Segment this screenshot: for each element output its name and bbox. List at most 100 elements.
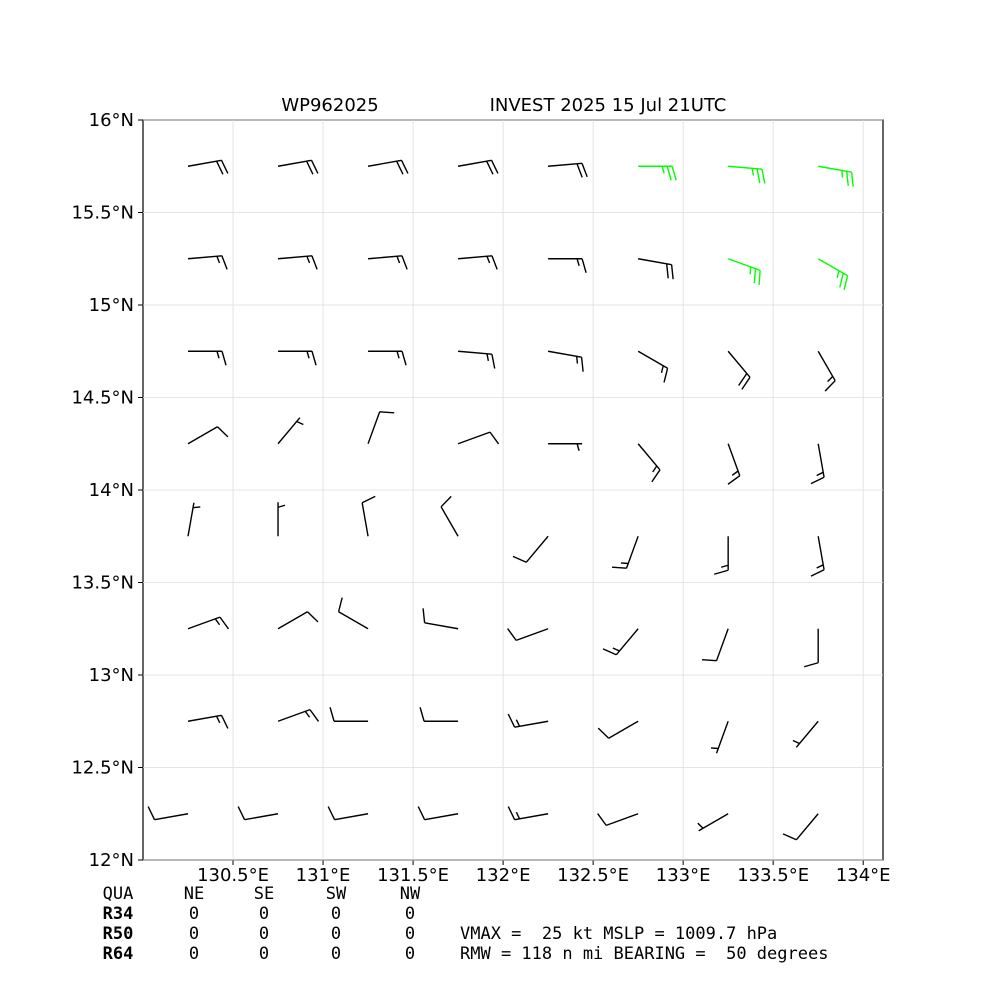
- wind-barb: [611, 536, 639, 569]
- wind-barb: [147, 806, 189, 821]
- table-cell: 0: [259, 924, 269, 944]
- table-cell: R64: [103, 944, 134, 964]
- wind-barb: [728, 165, 766, 184]
- wind-barb: [727, 443, 741, 485]
- info-line: VMAX = 25 kt MSLP = 1009.7 hPa: [460, 924, 777, 944]
- wind-barb: [187, 159, 229, 175]
- wind-barb: [817, 350, 836, 392]
- table-cell: 0: [405, 944, 415, 964]
- table-cell: 0: [331, 904, 341, 924]
- y-tick-label: 14°N: [89, 480, 134, 501]
- wind-barb: [548, 162, 588, 178]
- wind-barb: [277, 611, 319, 630]
- wind-barb: [602, 628, 639, 656]
- title-right: INVEST 2025 15 Jul 21UTC: [490, 95, 727, 116]
- wind-barb: [277, 708, 320, 722]
- table-cell: 0: [189, 924, 199, 944]
- table-header: NE: [184, 884, 204, 904]
- wind-barb: [507, 628, 549, 642]
- table-cell: 0: [189, 944, 199, 964]
- y-tick-label: 14.5°N: [71, 388, 134, 409]
- wind-barb: [507, 713, 549, 728]
- info-line: RMW = 118 n mi BEARING = 50 degrees: [460, 944, 828, 964]
- wind-barb: [237, 806, 279, 821]
- wind-barb: [457, 431, 500, 445]
- wind-barb: [792, 720, 819, 748]
- x-tick-label: 132°E: [476, 865, 531, 886]
- wind-barb: [367, 411, 395, 444]
- wind-barb: [368, 350, 407, 366]
- wind-barb: [512, 535, 549, 563]
- table-header: SE: [254, 884, 274, 904]
- wind-barb: [277, 417, 304, 445]
- wind-barb: [277, 502, 286, 537]
- wind-barb: [638, 258, 674, 280]
- wind-barb: [697, 813, 729, 832]
- wind-barb: [440, 495, 459, 537]
- wind-barb: [727, 350, 751, 390]
- wind-barb: [458, 255, 498, 270]
- x-tick-label: 134°E: [836, 865, 891, 886]
- table-cell: 0: [259, 944, 269, 964]
- wind-barb: [547, 350, 584, 372]
- y-tick-label: 13.5°N: [71, 573, 134, 594]
- wind-barb: [818, 165, 854, 187]
- wind-barb: [327, 806, 369, 821]
- wind-barb: [637, 443, 661, 483]
- wind-barb: [701, 628, 729, 662]
- y-tick-label: 15.5°N: [71, 203, 134, 224]
- x-tick-label: 132.5°E: [557, 865, 629, 886]
- table-cell: 0: [331, 944, 341, 964]
- wind-barb: [782, 813, 819, 841]
- table-cell: R34: [103, 904, 134, 924]
- table-cell: 0: [189, 904, 199, 924]
- wind-barb: [187, 616, 230, 630]
- x-tick-label: 131.5°E: [377, 865, 449, 886]
- table-cell: 0: [259, 904, 269, 924]
- wind-barb: [638, 165, 677, 181]
- x-tick-label: 130.5°E: [197, 865, 269, 886]
- wind-barb: [710, 721, 729, 754]
- wind-barb: [548, 443, 583, 451]
- table-header: SW: [326, 884, 347, 904]
- wind-barb: [417, 806, 459, 821]
- y-tick-label: 13°N: [89, 665, 134, 686]
- table-header: QUA: [103, 884, 134, 904]
- table-cell: R50: [103, 924, 134, 944]
- wind-barb: [548, 258, 587, 273]
- wind-barb: [422, 608, 459, 630]
- wind-barb: [597, 720, 639, 739]
- wind-barb: [457, 159, 499, 175]
- wind-barb: [367, 159, 409, 175]
- wind-barb: [817, 258, 849, 291]
- wind-barb: [367, 255, 408, 270]
- wind-barb: [187, 255, 228, 270]
- x-tick-label: 133°E: [656, 865, 711, 886]
- wind-barb: [803, 628, 819, 668]
- wind-barb: [419, 707, 459, 722]
- wind-barb: [329, 707, 369, 722]
- wind-barb: [597, 813, 639, 827]
- title-left: WP962025: [281, 95, 378, 116]
- x-tick-label: 133.5°E: [737, 865, 809, 886]
- wind-barb: [637, 350, 669, 383]
- table-header: NW: [400, 884, 421, 904]
- wind-barb: [187, 502, 201, 537]
- wind-barb: [278, 350, 317, 366]
- table-cell: 0: [331, 924, 341, 944]
- x-tick-label: 131°E: [296, 865, 351, 886]
- wind-barb: [810, 443, 825, 485]
- wind-barb: [187, 426, 229, 445]
- wind-barb: [361, 495, 376, 537]
- y-tick-label: 12°N: [89, 850, 134, 871]
- y-tick-label: 12.5°N: [71, 758, 134, 779]
- y-tick-label: 15°N: [89, 295, 134, 316]
- wind-barb: [810, 536, 825, 577]
- wind-barb: [507, 806, 549, 821]
- wind-barb: [187, 714, 229, 729]
- wind-barb: [277, 159, 319, 175]
- table-cell: 0: [405, 924, 415, 944]
- wind-barb: [337, 597, 369, 630]
- wind-barb: [458, 350, 496, 369]
